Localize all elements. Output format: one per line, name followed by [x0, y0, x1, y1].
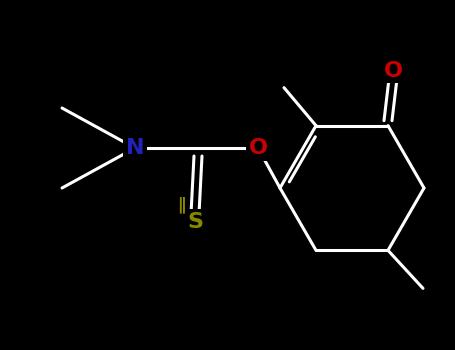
Text: S: S [187, 212, 203, 232]
Text: N: N [126, 138, 144, 158]
Text: O: O [384, 61, 403, 80]
Text: ∥: ∥ [177, 195, 185, 213]
Text: O: O [248, 138, 268, 158]
